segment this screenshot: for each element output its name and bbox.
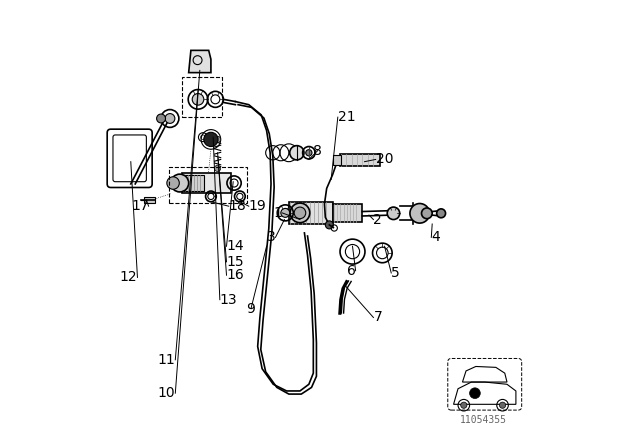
Circle shape: [422, 208, 432, 219]
Text: 11: 11: [157, 353, 175, 367]
Circle shape: [325, 221, 333, 229]
Text: 19: 19: [249, 199, 266, 213]
Bar: [333, 155, 341, 165]
Text: 14: 14: [227, 239, 244, 253]
Text: 1: 1: [273, 206, 282, 220]
Text: 11054355: 11054355: [460, 415, 508, 425]
Text: 17: 17: [131, 199, 148, 213]
Text: 9: 9: [246, 302, 255, 315]
Text: 10: 10: [157, 386, 175, 400]
Circle shape: [387, 207, 400, 220]
Circle shape: [306, 150, 312, 156]
Bar: [182, 173, 231, 193]
Text: 13: 13: [220, 293, 237, 307]
Bar: [340, 154, 380, 166]
Circle shape: [290, 146, 304, 160]
Circle shape: [192, 94, 204, 105]
Bar: [168, 167, 246, 202]
Text: 21: 21: [338, 110, 355, 124]
Text: 5: 5: [391, 266, 400, 280]
Bar: [144, 197, 156, 202]
Circle shape: [214, 136, 221, 142]
Text: 16: 16: [227, 268, 244, 282]
Circle shape: [499, 402, 506, 408]
Circle shape: [436, 209, 445, 218]
Circle shape: [290, 203, 310, 223]
Bar: [289, 202, 333, 224]
Text: 12: 12: [120, 271, 138, 284]
Circle shape: [410, 203, 429, 223]
Circle shape: [470, 388, 480, 399]
Text: 7: 7: [373, 310, 382, 324]
Text: 4: 4: [431, 230, 440, 244]
Circle shape: [461, 402, 467, 408]
Polygon shape: [189, 50, 211, 73]
Text: 20: 20: [376, 152, 393, 167]
Bar: [182, 77, 222, 117]
Circle shape: [294, 207, 306, 219]
Circle shape: [214, 165, 221, 172]
Text: 8: 8: [314, 143, 322, 158]
Text: 2: 2: [373, 212, 382, 227]
Circle shape: [165, 114, 175, 123]
Text: 6: 6: [347, 264, 356, 278]
Circle shape: [281, 208, 290, 217]
Circle shape: [167, 177, 179, 189]
Circle shape: [157, 114, 166, 123]
Circle shape: [204, 132, 218, 146]
Bar: [333, 204, 362, 222]
Text: 15: 15: [227, 255, 244, 269]
Text: 3: 3: [267, 230, 275, 244]
Circle shape: [171, 174, 189, 192]
Bar: [184, 175, 204, 190]
Text: 18: 18: [228, 199, 246, 213]
